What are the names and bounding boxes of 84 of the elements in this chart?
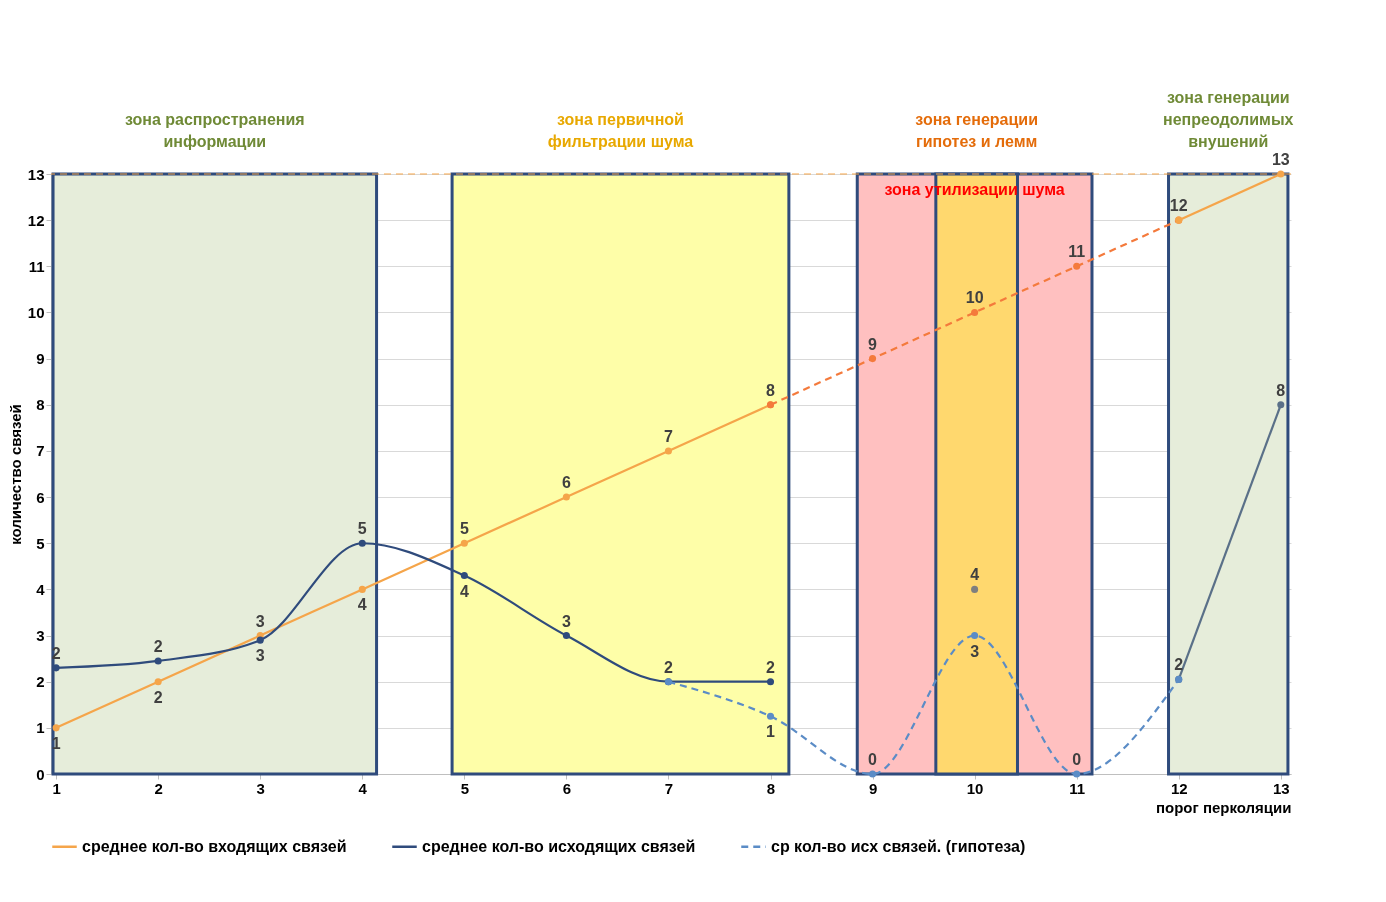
x-tick-label: 8: [766, 779, 776, 797]
y-tick-label: 7: [36, 442, 45, 460]
x-tick-label: 12: [1170, 779, 1188, 797]
y-tick-label: 8: [36, 396, 45, 414]
point: [358, 585, 366, 593]
point: [869, 355, 877, 363]
data-label: 0: [868, 751, 878, 768]
x-tick-label: 2: [154, 779, 163, 797]
y-tick-label: 12: [27, 211, 45, 229]
data-label: 3: [255, 647, 265, 665]
data-label: 3: [561, 612, 571, 630]
data-label: 4: [970, 566, 980, 584]
data-label: 11: [1068, 243, 1086, 261]
x-tick-label: 13: [1272, 779, 1290, 797]
y-axis-title: количество связей: [6, 404, 24, 545]
point: [869, 770, 877, 778]
band-label: зона генерации гипотез и лемм: [915, 111, 1038, 150]
point: [664, 447, 672, 455]
band-label: зона распространения информации: [124, 111, 305, 150]
y-tick-label: 13: [27, 165, 45, 183]
y-tick-label: 0: [36, 765, 45, 783]
data-label: 13: [1271, 151, 1290, 168]
y-tick-label: 6: [36, 488, 45, 506]
x-tick-label: 4: [358, 779, 368, 797]
data-label: 2: [664, 658, 673, 676]
data-label: 8: [1276, 381, 1286, 399]
point: [358, 539, 366, 547]
point: [766, 712, 775, 720]
x-tick-label: 10: [966, 779, 984, 797]
data-label: 5: [459, 520, 469, 538]
x-tick-label: 1: [52, 779, 61, 797]
x-tick-label: 9: [868, 779, 878, 797]
point: [1277, 401, 1285, 409]
point: [460, 572, 468, 580]
point: [460, 539, 468, 547]
legend-label: среднее кол-во исходящих связей: [422, 837, 696, 855]
data-label: 1: [766, 723, 776, 741]
data-label: 5: [357, 520, 367, 538]
data-label: 7: [664, 427, 673, 445]
band-label: зона первичной фильтрации шума: [547, 111, 694, 150]
data-label: 6: [561, 474, 571, 492]
point: [1073, 770, 1081, 778]
data-label: 3: [970, 642, 980, 660]
legend-label: ср кол-во исх связей. (гипотеза): [771, 837, 1026, 855]
x-tick-label: 11: [1069, 779, 1086, 797]
data-label: 2: [153, 688, 163, 706]
band-label: зона генерации непреодолимых внушений: [1163, 89, 1294, 150]
data-label: 9: [868, 335, 878, 353]
data-label: 2: [766, 658, 776, 676]
legend-label: среднее кол-во входящих связей: [82, 837, 347, 855]
data-label: 0: [1072, 751, 1082, 768]
x-tick-label: 5: [460, 779, 470, 797]
data-label: 4: [357, 596, 367, 614]
data-label: 2: [153, 637, 163, 655]
y-tick-label: 3: [36, 627, 45, 645]
y-tick-label: 5: [36, 534, 45, 552]
x-axis-title: порог перколяции: [1155, 798, 1292, 816]
point: [971, 308, 979, 316]
point: [52, 724, 60, 732]
x-tick-label: 3: [256, 779, 265, 797]
point: [1073, 262, 1081, 270]
y-tick-label: 1: [36, 719, 45, 737]
data-label: 2: [1174, 656, 1184, 674]
y-tick-label: 4: [36, 580, 46, 598]
point: [562, 493, 570, 501]
x-tick-label: 6: [562, 779, 572, 797]
y-tick-label: 10: [27, 303, 45, 321]
data-label: 3: [255, 612, 265, 630]
data-label: 10: [965, 289, 984, 307]
x-tick-label: 7: [664, 779, 674, 797]
y-tick-label: 11: [28, 257, 45, 275]
y-tick-label: 2: [36, 673, 45, 691]
point: [154, 657, 162, 665]
y-tick-label: 9: [36, 350, 45, 368]
point: [971, 632, 979, 640]
point: [766, 678, 775, 686]
data-label: 8: [766, 381, 776, 399]
point: [154, 678, 162, 686]
data-label: 12: [1169, 197, 1188, 215]
point: [256, 636, 264, 644]
data-label: 4: [459, 582, 469, 600]
point: [971, 585, 979, 593]
point: [1277, 170, 1285, 178]
point: [562, 632, 570, 640]
